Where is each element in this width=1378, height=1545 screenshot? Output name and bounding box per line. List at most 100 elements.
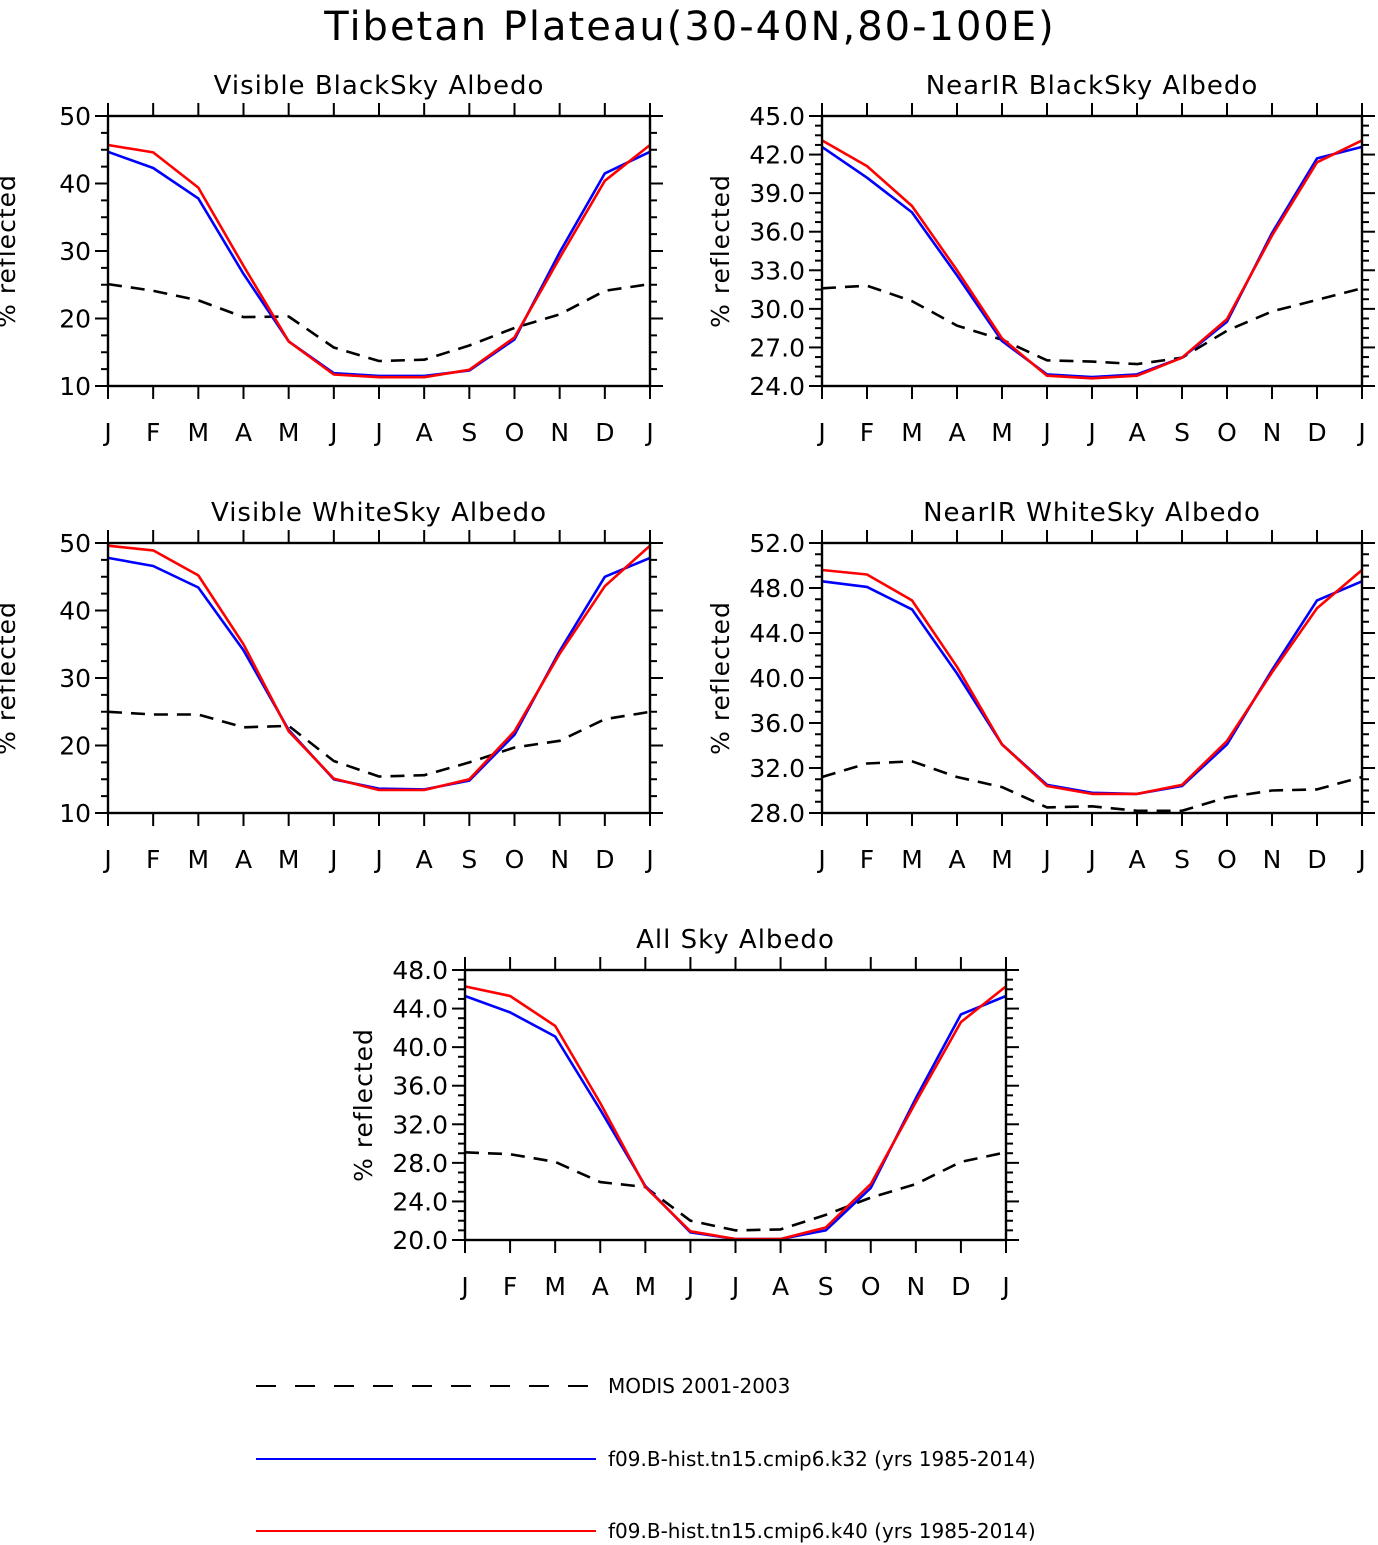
x-tick-label: J [1000,1272,1009,1301]
plot-frame [820,541,1364,815]
y-tick-label: 40.0 [749,664,805,693]
x-tick-label: M [188,845,210,874]
x-tick-label: N [1263,845,1282,874]
panel-title: Visible BlackSky Albedo [214,71,545,101]
x-tick-label: M [635,1272,657,1301]
x-tick-label: O [505,418,525,447]
y-tick-label: 20 [59,305,91,334]
x-tick-label: A [235,418,252,447]
legend: MODIS 2001-2003 f09.B-hist.tn15.cmip6.k32… [256,1374,1036,1543]
y-tick-label: 20 [59,732,91,761]
x-tick-label: O [1217,418,1237,447]
series-line-modis-2001-2003 [821,284,1363,366]
x-tick-label: M [901,845,923,874]
y-tick-label: 33.0 [749,256,805,285]
y-tick-label: 40.0 [392,1033,448,1062]
x-tick-label: O [505,845,525,874]
series-line-modis-2001-2003 [107,710,651,778]
x-tick-label: M [278,418,300,447]
y-axis-label: % reflected [706,601,735,755]
x-tick-label: J [373,845,382,874]
x-tick-label: F [146,845,160,874]
series-line-modis-2001-2003 [464,1151,1007,1232]
x-tick-label: A [772,1272,789,1301]
y-axis-label: % reflected [706,174,735,328]
x-tick-label: S [818,1272,834,1301]
y-tick-label: 30.0 [749,295,805,324]
ticks [809,530,1375,826]
panel-title: All Sky Albedo [636,925,835,955]
y-tick-label: 20.0 [392,1226,448,1255]
series-line-f09-b-hist-tn15-cmip6-k32-yrs-1985-2014 [107,556,651,791]
figure-title: Tibetan Plateau(30-40N,80-100E) [323,4,1056,50]
plot-frame [106,114,652,388]
x-tick-label: J [816,845,825,874]
series-line-f09-b-hist-tn15-cmip6-k40-yrs-1985-2014 [107,544,651,792]
series-line-f09-b-hist-tn15-cmip6-k40-yrs-1985-2014 [464,985,1007,1241]
x-tick-label: A [592,1272,609,1301]
y-tick-label: 50 [59,529,91,558]
y-tick-label: 48.0 [749,574,805,603]
panel-visible-blacksky-albedo: Visible BlackSky Albedo% reflectedJFMAMJ… [0,71,663,447]
x-tick-label: O [1217,845,1237,874]
legend-entry-f09-b-hist-tn15-cmip6-k40-yrs-1985-2014: f09.B-hist.tn15.cmip6.k40 (yrs 1985-2014… [256,1519,1036,1543]
y-tick-label: 36.0 [749,218,805,247]
x-tick-label: F [860,418,874,447]
plot-frame [463,968,1008,1242]
y-tick-label: 28.0 [392,1149,448,1178]
x-tick-label: S [461,418,477,447]
x-tick-label: J [1356,845,1365,874]
x-tick-label: J [816,418,825,447]
x-tick-label: D [951,1272,970,1301]
x-tick-label: J [644,845,653,874]
x-tick-label: J [644,418,653,447]
ticks [95,103,663,399]
plot-frame [820,114,1364,388]
series-line-f09-b-hist-tn15-cmip6-k32-yrs-1985-2014 [107,150,651,378]
x-tick-label: J [1041,845,1050,874]
x-tick-label: M [901,418,923,447]
ticks [452,957,1019,1253]
x-tick-label: J [685,1272,694,1301]
x-tick-label: F [860,845,874,874]
series-line-modis-2001-2003 [821,759,1363,813]
x-tick-label: N [1263,418,1282,447]
chart-panels: Visible BlackSky Albedo% reflectedJFMAMJ… [0,71,1375,1301]
x-tick-label: N [550,845,569,874]
series-line-f09-b-hist-tn15-cmip6-k40-yrs-1985-2014 [821,139,1363,380]
x-tick-label: D [595,418,614,447]
x-tick-label: D [595,845,614,874]
x-tick-label: A [948,418,965,447]
series-line-f09-b-hist-tn15-cmip6-k40-yrs-1985-2014 [821,568,1363,796]
x-tick-label: J [730,1272,739,1301]
y-tick-label: 28.0 [749,799,805,828]
y-tick-label: 40 [59,597,91,626]
x-tick-label: N [906,1272,925,1301]
x-tick-label: M [278,845,300,874]
legend-label: MODIS 2001-2003 [608,1374,790,1398]
series-line-f09-b-hist-tn15-cmip6-k32-yrs-1985-2014 [821,145,1363,379]
legend-label: f09.B-hist.tn15.cmip6.k32 (yrs 1985-2014… [608,1447,1036,1471]
y-axis-label: % reflected [0,174,21,328]
x-tick-label: M [991,418,1013,447]
y-tick-label: 44.0 [749,619,805,648]
x-tick-label: M [991,845,1013,874]
panel-title: NearIR BlackSky Albedo [926,71,1259,101]
y-tick-label: 44.0 [392,995,448,1024]
x-tick-label: A [235,845,252,874]
x-tick-label: J [1086,845,1095,874]
y-tick-label: 52.0 [749,529,805,558]
x-tick-label: J [459,1272,468,1301]
x-tick-label: A [1128,418,1145,447]
x-tick-label: J [328,418,337,447]
y-tick-label: 27.0 [749,333,805,362]
panel-title: NearIR WhiteSky Albedo [923,498,1261,528]
x-tick-label: S [1174,845,1190,874]
x-tick-label: M [188,418,210,447]
ticks [809,103,1375,399]
legend-entry-f09-b-hist-tn15-cmip6-k32-yrs-1985-2014: f09.B-hist.tn15.cmip6.k32 (yrs 1985-2014… [256,1447,1036,1471]
y-axis-label: % reflected [0,601,21,755]
